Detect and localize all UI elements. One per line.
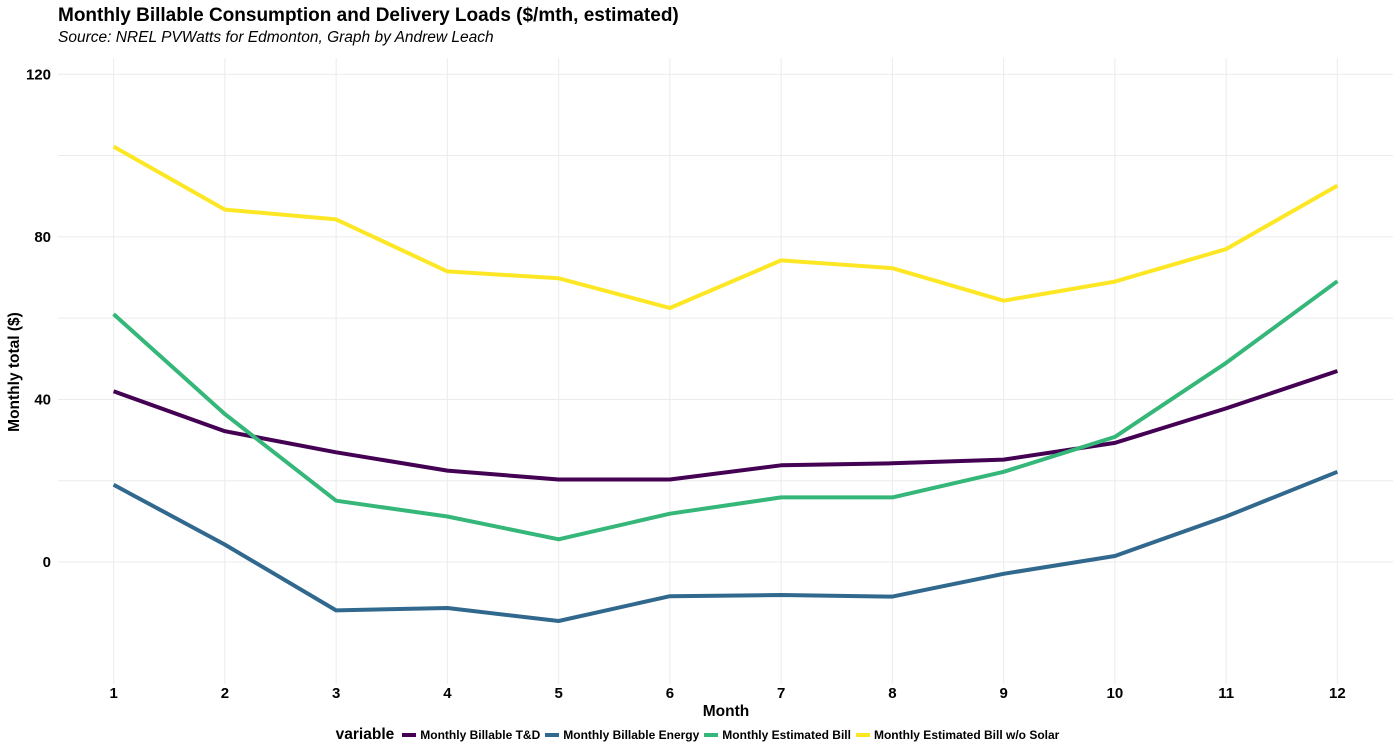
x-tick-label: 12 bbox=[1329, 685, 1346, 702]
legend-title: variable bbox=[335, 726, 395, 743]
legend-item-3: Monthly Estimated Bill bbox=[704, 728, 851, 742]
series-line-3 bbox=[112, 279, 1339, 542]
legend-item-2: Monthly Billable Energy bbox=[545, 728, 699, 742]
x-tick-label: 5 bbox=[554, 685, 562, 702]
legend-label-4: Monthly Estimated Bill w/o Solar bbox=[873, 728, 1060, 742]
y-tick-label: 120 bbox=[26, 66, 51, 83]
legend-key-1 bbox=[402, 733, 417, 737]
x-tick-label: 7 bbox=[777, 685, 785, 702]
y-tick-label: 80 bbox=[34, 229, 51, 246]
legend-key-2 bbox=[545, 733, 560, 737]
legend-item-4: Monthly Estimated Bill w/o Solar bbox=[855, 728, 1060, 742]
x-tick-label: 1 bbox=[109, 685, 117, 702]
x-tick-label: 6 bbox=[666, 685, 674, 702]
grid bbox=[58, 58, 1393, 684]
series-lines bbox=[112, 144, 1339, 623]
legend-item-1: Monthly Billable T&D bbox=[402, 728, 540, 742]
series-line-1 bbox=[112, 369, 1339, 482]
x-tick-label: 10 bbox=[1107, 685, 1124, 702]
legend-key-3 bbox=[704, 733, 719, 737]
x-tick-label: 4 bbox=[443, 685, 452, 702]
x-tick-label: 8 bbox=[888, 685, 896, 702]
chart-subtitle: Source: NREL PVWatts for Edmonton, Graph… bbox=[58, 29, 494, 46]
series-line-2 bbox=[112, 469, 1339, 623]
legend-label-1: Monthly Billable T&D bbox=[420, 728, 541, 742]
series-line-4 bbox=[112, 144, 1339, 310]
legend-label-3: Monthly Estimated Bill bbox=[722, 728, 851, 742]
x-tick-label: 2 bbox=[221, 685, 229, 702]
legend: variable Monthly Billable T&D Monthly Bil… bbox=[0, 726, 1400, 744]
y-axis-title: Monthly total ($) bbox=[6, 312, 23, 432]
y-tick-label: 40 bbox=[34, 391, 51, 408]
x-tick-label: 9 bbox=[999, 685, 1007, 702]
y-tick-label: 0 bbox=[43, 554, 51, 571]
legend-key-4 bbox=[855, 733, 870, 737]
chart-title: Monthly Billable Consumption and Deliver… bbox=[58, 5, 679, 26]
x-tick-label: 11 bbox=[1218, 685, 1234, 702]
x-tick-label: 3 bbox=[332, 685, 340, 702]
legend-items: Monthly Billable T&D Monthly Billable Ene… bbox=[402, 728, 1064, 742]
legend-label-2: Monthly Billable Energy bbox=[563, 728, 700, 742]
x-axis-title: Month bbox=[703, 703, 749, 720]
